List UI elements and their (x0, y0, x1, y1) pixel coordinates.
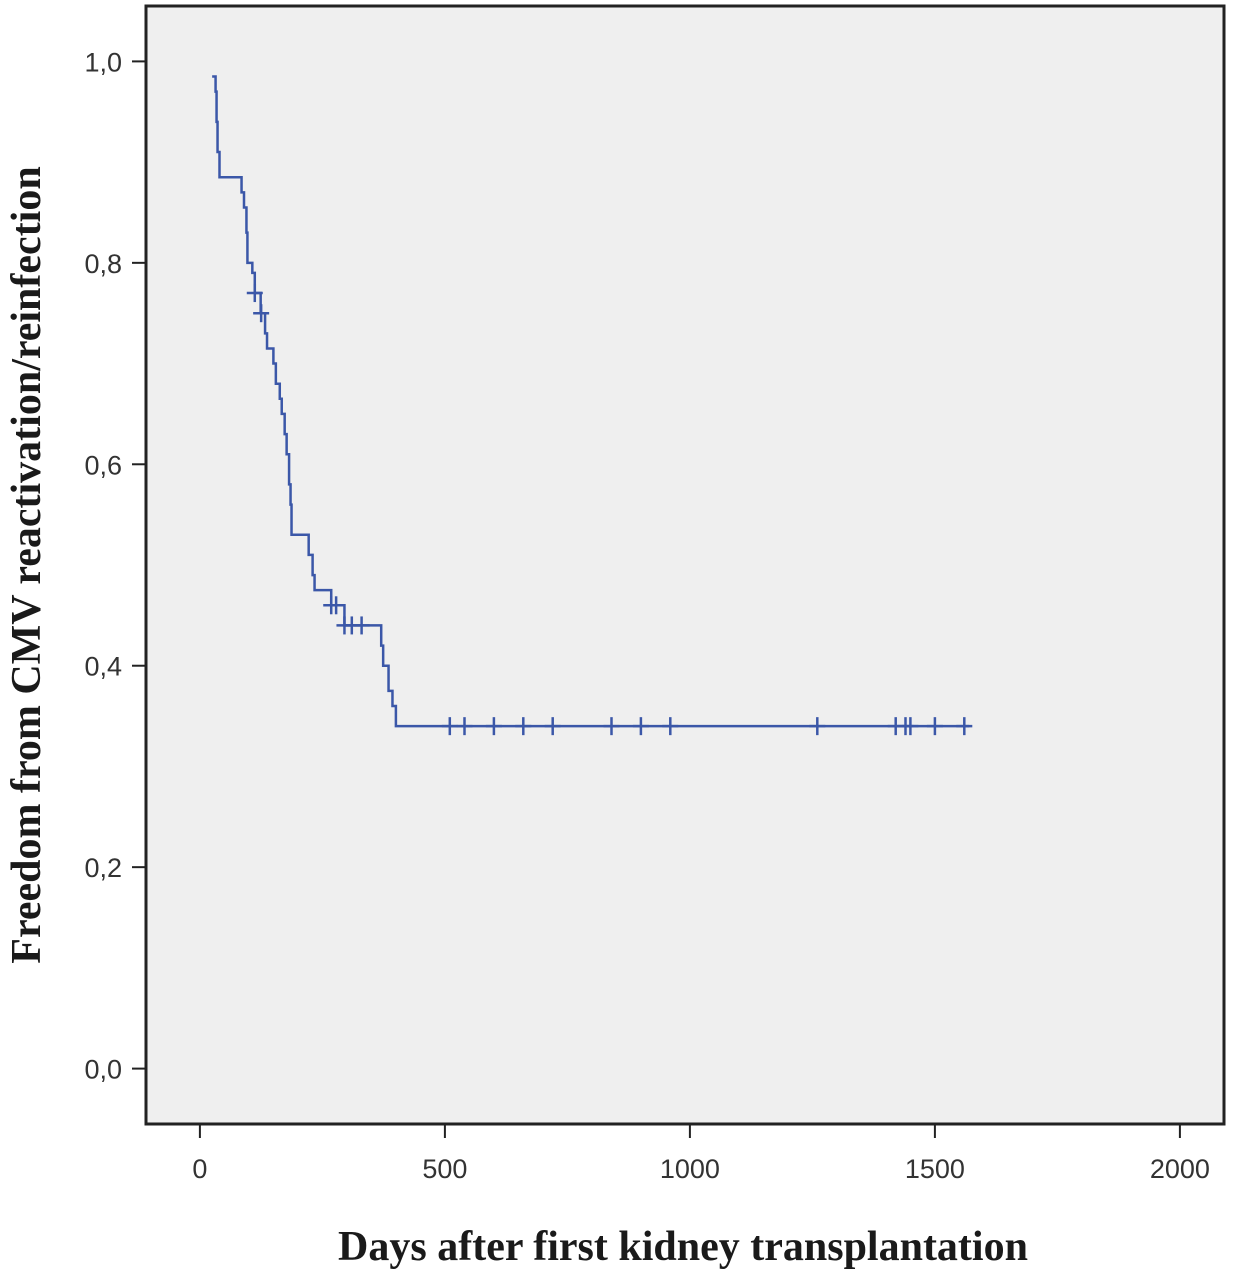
y-tick-label: 0,8 (84, 249, 122, 279)
y-axis-ticks: 0,0 0,2 0,4 0,6 0,8 1,0 (84, 47, 146, 1085)
y-tick-label: 1,0 (84, 47, 122, 77)
x-axis-title: Days after first kidney transplantation (338, 1224, 1028, 1270)
censor-mark (544, 717, 561, 736)
plot-area (144, 4, 1226, 1126)
censor-mark (246, 284, 263, 303)
censor-mark (632, 717, 649, 736)
censor-mark (485, 717, 502, 736)
y-tick-label: 0,6 (84, 450, 122, 480)
x-tick-label: 2000 (1150, 1154, 1210, 1184)
censor-mark (353, 616, 370, 635)
x-tick-label: 500 (422, 1154, 467, 1184)
censor-mark (809, 717, 826, 736)
censor-mark (956, 717, 973, 736)
censor-mark (926, 717, 943, 736)
censor-mark (902, 717, 919, 736)
censor-mark (456, 717, 473, 736)
y-tick-label: 0,4 (84, 652, 122, 682)
y-tick-label: 0,0 (84, 1055, 122, 1085)
y-axis-title: Freedom from CMV reactivation/reinfectio… (4, 166, 50, 963)
x-tick-label: 1500 (905, 1154, 965, 1184)
x-tick-label: 1000 (660, 1154, 720, 1184)
censor-mark (515, 717, 532, 736)
survival-curve-series (212, 75, 973, 736)
x-tick-label: 0 (192, 1154, 207, 1184)
y-tick-label: 0,2 (84, 853, 122, 883)
censor-mark (441, 717, 458, 736)
x-axis-ticks: 0 500 1000 1500 2000 (192, 1124, 1210, 1184)
censor-mark (603, 717, 620, 736)
censor-mark (253, 304, 270, 323)
censor-mark (328, 596, 345, 615)
censor-mark (662, 717, 679, 736)
